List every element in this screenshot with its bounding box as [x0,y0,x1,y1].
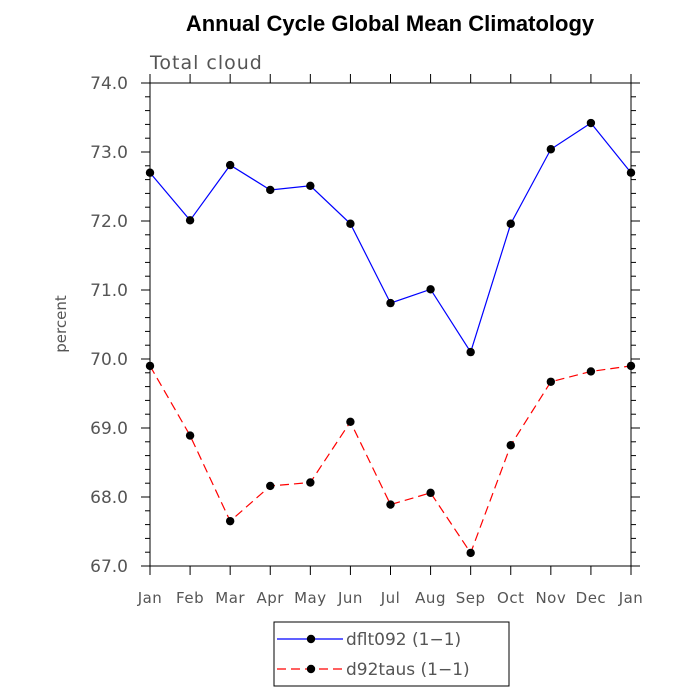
chart-subtitle: Total cloud [149,52,263,74]
data-point [466,548,475,558]
data-point [145,168,155,177]
series-group [145,118,636,558]
data-point [185,431,195,440]
legend-marker [306,664,316,674]
y-tick-label: 74.0 [90,74,128,94]
data-point [546,145,556,154]
x-tick-label: Sep [456,589,486,607]
x-tick-label: Oct [497,589,524,607]
plot-frame [149,82,632,567]
y-tick-labels: 67.0 68.0 69.0 70.0 71.0 72.0 73.0 74.0 [90,74,128,577]
legend-item-2: d92taus (1−1) [277,660,470,680]
data-point [266,481,275,491]
axis-ticks [141,74,640,575]
x-tick-label: May [294,589,327,607]
data-point [386,298,395,308]
data-point [346,417,355,426]
x-tick-label: Jan [137,589,163,607]
data-point [185,216,195,225]
x-tick-label: Mar [215,589,245,607]
legend: dflt092 (1−1) d92taus (1−1) [273,621,510,687]
data-point [386,500,395,509]
y-tick-label: 72.0 [90,212,128,232]
series-line-1 [149,122,632,354]
x-tick-label: Jan [618,589,644,607]
series-1 [145,118,636,357]
series-line-2 [149,365,632,555]
x-tick-label: Jul [380,589,401,607]
legend-frame [273,621,510,687]
data-point [506,441,515,450]
y-tick-label: 70.0 [90,350,128,370]
data-point [506,219,515,228]
data-point [626,361,636,371]
data-point [426,488,435,498]
series-2 [145,361,636,558]
y-tick-label: 73.0 [90,143,128,163]
x-tick-label: Feb [176,589,204,607]
data-point [145,361,155,371]
data-point [546,377,556,386]
x-tick-label: Apr [257,589,285,607]
y-tick-label: 69.0 [90,419,128,439]
legend-label: dflt092 (1−1) [346,630,461,650]
y-tick-label: 68.0 [90,488,128,508]
data-point [306,478,315,487]
x-tick-label: Jun [337,589,363,607]
x-tick-label: Nov [535,589,566,607]
data-point [586,367,596,376]
data-point [225,160,235,170]
data-point [225,516,235,526]
data-point [586,118,596,128]
data-point [266,185,275,195]
x-tick-label: Aug [415,589,446,607]
y-axis-label: percent [52,295,70,353]
legend-marker [306,634,316,644]
data-point [466,347,475,357]
y-tick-label: 67.0 [90,557,128,577]
y-tick-label: 71.0 [90,281,128,301]
legend-item-1: dflt092 (1−1) [277,630,461,650]
x-tick-label: Dec [576,589,607,607]
legend-label: d92taus (1−1) [346,660,470,680]
chart-title: Annual Cycle Global Mean Climatology [186,11,595,36]
data-point [426,285,435,294]
data-point [306,181,315,191]
data-point [626,168,636,177]
x-tick-labels: Jan Feb Mar Apr May Jun Jul Aug Sep Oct Nov Dec Jan [137,589,644,607]
data-point [346,219,355,228]
